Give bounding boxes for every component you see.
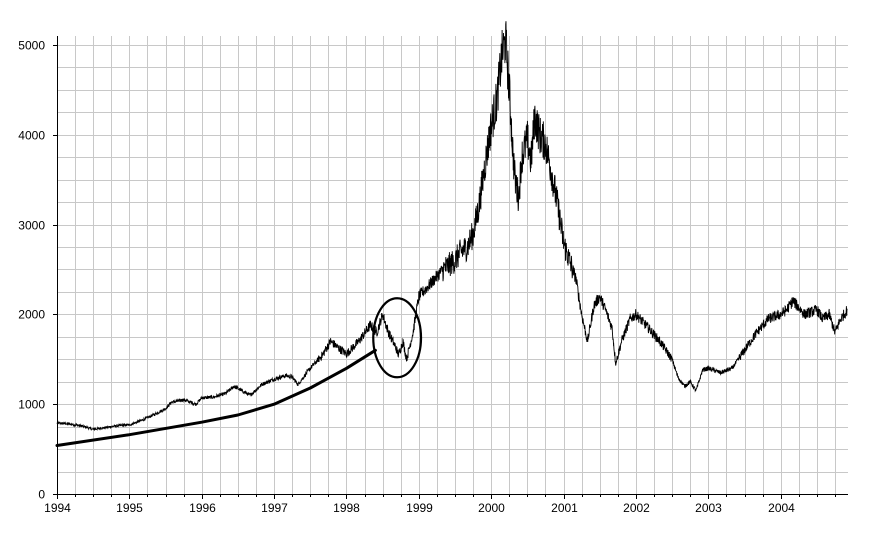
axes [57,36,848,495]
x-axis-ticks: 1994 1995 1996 1997 1998 1999 2000 2001 2002 2003… [44,494,836,515]
x-tick-label-2002: 2002 [623,501,650,515]
series-layer [56,21,848,432]
series-line-0 [56,21,848,432]
y-tick-label-5000: 5000 [18,39,45,53]
x-tick-label-1997: 1997 [261,501,288,515]
y-axis-ticks: 0 1000 2000 3000 4000 5000 [18,39,57,502]
x-tick-label-2003: 2003 [695,501,722,515]
highlight-ellipse-annotation [372,297,423,379]
x-tick-label-1996: 1996 [189,501,216,515]
x-tick-label-1999: 1999 [406,501,433,515]
annotation-layer [55,297,423,447]
y-tick-label-3000: 3000 [18,219,45,233]
x-tick-label-1994: 1994 [44,501,71,515]
x-tick-label-1998: 1998 [333,501,360,515]
y-tick-label-0: 0 [38,488,45,502]
trend-curve-annotation [55,348,377,447]
grid-lines [57,36,848,495]
y-tick-label-2000: 2000 [18,308,45,322]
x-tick-label-1995: 1995 [116,501,143,515]
x-tick-label-2000: 2000 [478,501,505,515]
y-tick-label-1000: 1000 [18,398,45,412]
x-tick-label-2004: 2004 [768,501,795,515]
y-tick-label-4000: 4000 [18,129,45,143]
x-tick-label-2001: 2001 [551,501,578,515]
